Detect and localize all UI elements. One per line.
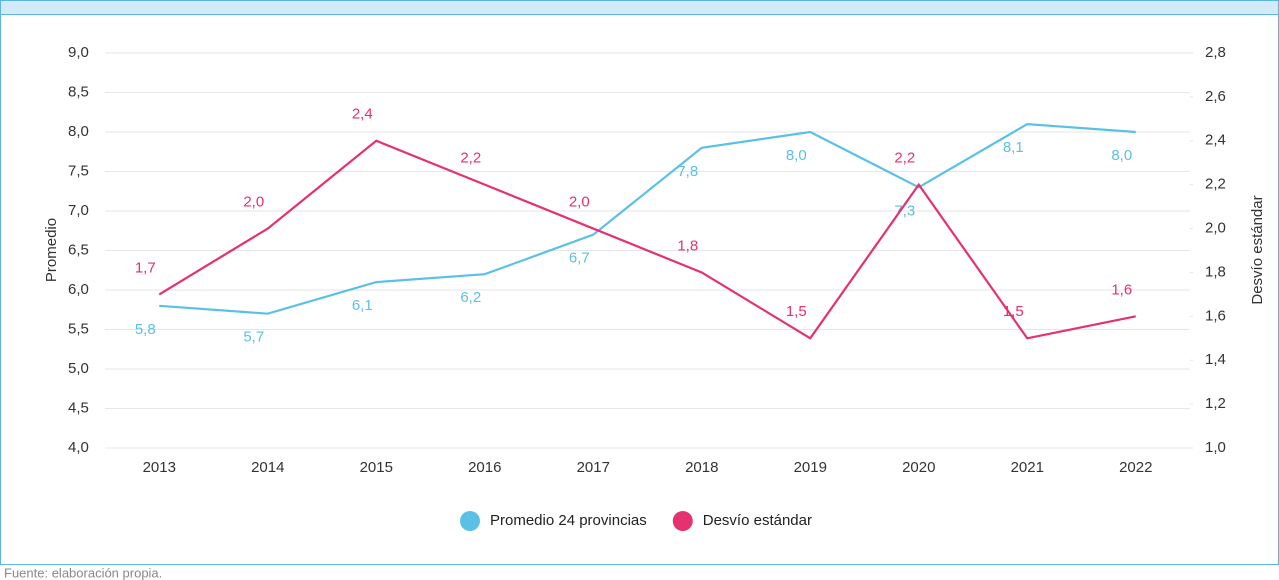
x-tick-label: 2021: [1011, 459, 1044, 476]
y-tick-label: 8,0: [68, 123, 89, 140]
series-line: [158, 139, 1136, 340]
y-axis-label: Promedio: [43, 218, 60, 282]
y2-tick-label: 1,6: [1205, 307, 1226, 324]
data-label: 6,7: [569, 250, 590, 267]
x-tick-label: 2016: [468, 459, 501, 476]
legend-label: Desvío estándar: [703, 512, 812, 529]
data-label: 8,0: [786, 147, 807, 164]
data-label: 1,5: [786, 303, 807, 320]
y2-tick-label: 2,0: [1205, 220, 1226, 237]
legend-label: Promedio 24 provincias: [490, 512, 647, 529]
data-label: 5,7: [243, 329, 264, 346]
y2-tick-label: 1,0: [1205, 439, 1226, 456]
y-tick-label: 9,0: [68, 44, 89, 61]
frame: [0, 0, 1279, 565]
y2-tick-label: 2,6: [1205, 88, 1226, 105]
y-tick-label: 4,5: [68, 399, 89, 416]
x-tick-label: 2017: [577, 459, 610, 476]
y2-tick-label: 1,8: [1205, 263, 1226, 280]
x-tick-label: 2022: [1119, 459, 1152, 476]
y-tick-label: 7,0: [68, 202, 89, 219]
y-tick-label: 4,0: [68, 439, 89, 456]
y2-tick-label: 1,2: [1205, 395, 1226, 412]
data-label: 5,8: [135, 321, 156, 338]
y2-tick-label: 2,4: [1205, 132, 1226, 149]
y-tick-label: 6,5: [68, 241, 89, 258]
y-tick-label: 8,5: [68, 83, 89, 100]
y2-tick-label: 2,8: [1205, 44, 1226, 61]
data-label: 2,0: [569, 194, 590, 211]
data-label: 8,1: [1003, 139, 1024, 156]
y-tick-label: 6,0: [68, 281, 89, 298]
source: Fuente: elaboración propia.: [4, 565, 162, 580]
y-tick-label: 5,0: [68, 360, 89, 377]
x-tick-label: 2013: [143, 459, 176, 476]
series-line: [159, 122, 1136, 315]
x-tick-label: 2015: [360, 459, 393, 476]
data-label: 2,2: [460, 150, 481, 167]
data-label: 6,2: [460, 289, 481, 306]
y2-axis-label: Desvío estándar: [1249, 195, 1266, 304]
legend-swatch: [460, 511, 480, 531]
data-label: 7,8: [677, 163, 698, 180]
data-label: 1,8: [677, 237, 698, 254]
data-label: 1,6: [1111, 281, 1132, 298]
y2-tick-label: 1,4: [1205, 351, 1226, 368]
y2-tick-label: 2,2: [1205, 176, 1226, 193]
x-tick-label: 2018: [685, 459, 718, 476]
data-label: 2,2: [894, 150, 915, 167]
data-label: 1,5: [1003, 303, 1024, 320]
x-tick-label: 2019: [794, 459, 827, 476]
x-tick-label: 2014: [251, 459, 284, 476]
x-tick-label: 2020: [902, 459, 935, 476]
data-label: 2,0: [243, 194, 264, 211]
data-label: 7,3: [894, 202, 915, 219]
header-band: [0, 0, 1279, 15]
data-label: 2,4: [352, 106, 373, 123]
y-tick-label: 5,5: [68, 320, 89, 337]
data-label: 8,0: [1111, 147, 1132, 164]
legend-swatch: [672, 511, 693, 531]
data-label: 6,1: [352, 297, 373, 314]
y-tick-label: 7,5: [68, 162, 89, 179]
data-label: 1,7: [135, 259, 156, 276]
